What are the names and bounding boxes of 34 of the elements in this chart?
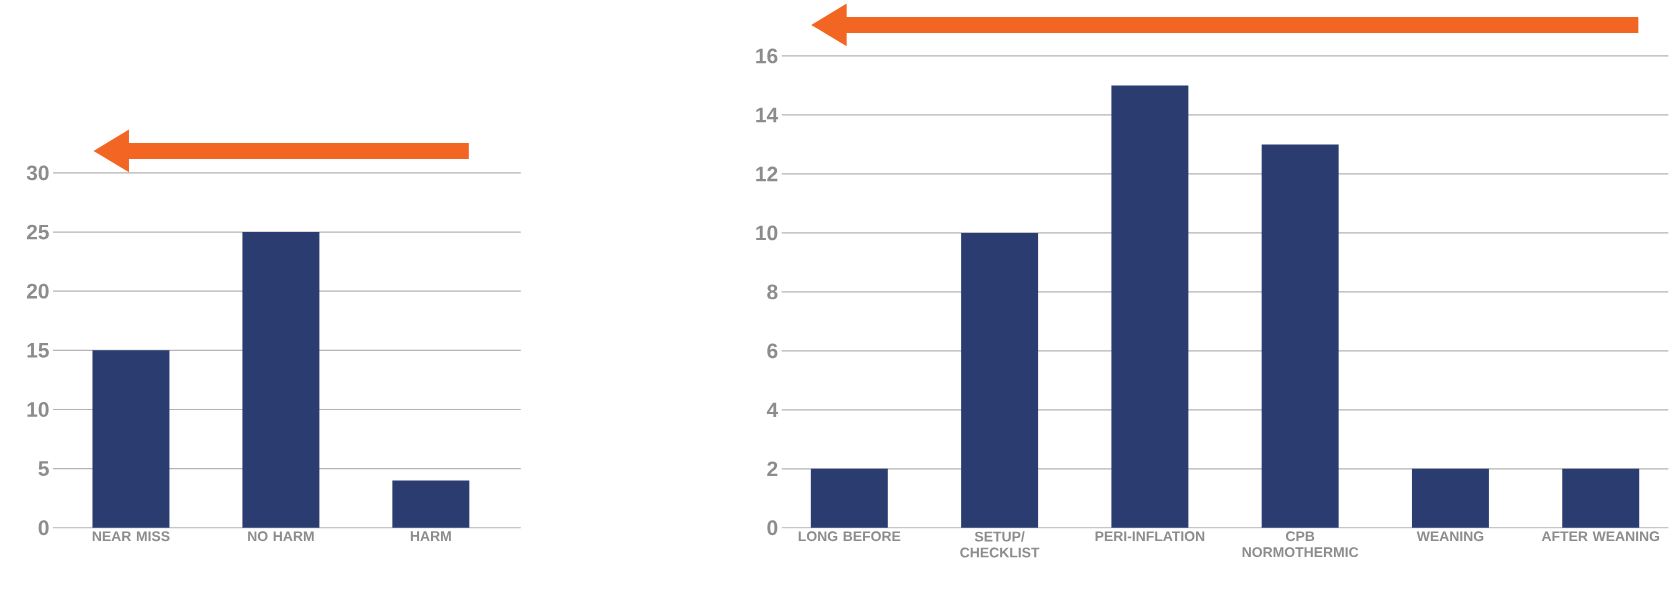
x-tick-label: NO HARM: [248, 531, 314, 542]
y-tick-label: 25: [26, 224, 49, 240]
bar: [242, 232, 320, 528]
y-tick-label: 8: [767, 284, 778, 300]
y-tick-label: 12: [756, 166, 778, 182]
bar: [1411, 468, 1489, 528]
y-tick-label: 10: [27, 402, 49, 418]
x-tick-label: LONG BEFORE: [798, 531, 901, 542]
y-tick-label: 2: [767, 461, 778, 477]
bar: [810, 468, 888, 528]
y-tick-label: 6: [767, 343, 778, 359]
bar: [92, 350, 170, 528]
x-tick-label: HARM: [410, 531, 451, 542]
y-tick-label: 20: [26, 283, 49, 299]
y-tick-label: 0: [38, 520, 49, 536]
bar: [961, 233, 1039, 528]
y-tick-label: 4: [766, 402, 779, 418]
y-tick-label: 30: [26, 165, 49, 181]
y-tick-label: 16: [756, 48, 778, 64]
bar: [1261, 144, 1339, 528]
bar: [1111, 85, 1189, 528]
x-tick-label: AFTER WEANING: [1541, 531, 1660, 542]
x-tick-label: CPB NORMOTHERMIC: [1242, 531, 1359, 558]
bar: [1562, 468, 1640, 528]
y-tick-label: 0: [767, 520, 778, 536]
bar: [392, 480, 470, 528]
y-tick-label: 15: [27, 343, 49, 358]
x-tick-label: PERI-INFLATION: [1095, 531, 1205, 542]
x-tick-label: NEAR MISS: [92, 531, 170, 542]
y-tick-label: 10: [756, 225, 778, 241]
x-tick-label: WEANING: [1416, 531, 1484, 542]
y-tick-label: 14: [756, 107, 779, 123]
x-tick-label: SETUP/ CHECKLIST: [960, 531, 1040, 558]
y-tick-label: 5: [38, 461, 49, 477]
